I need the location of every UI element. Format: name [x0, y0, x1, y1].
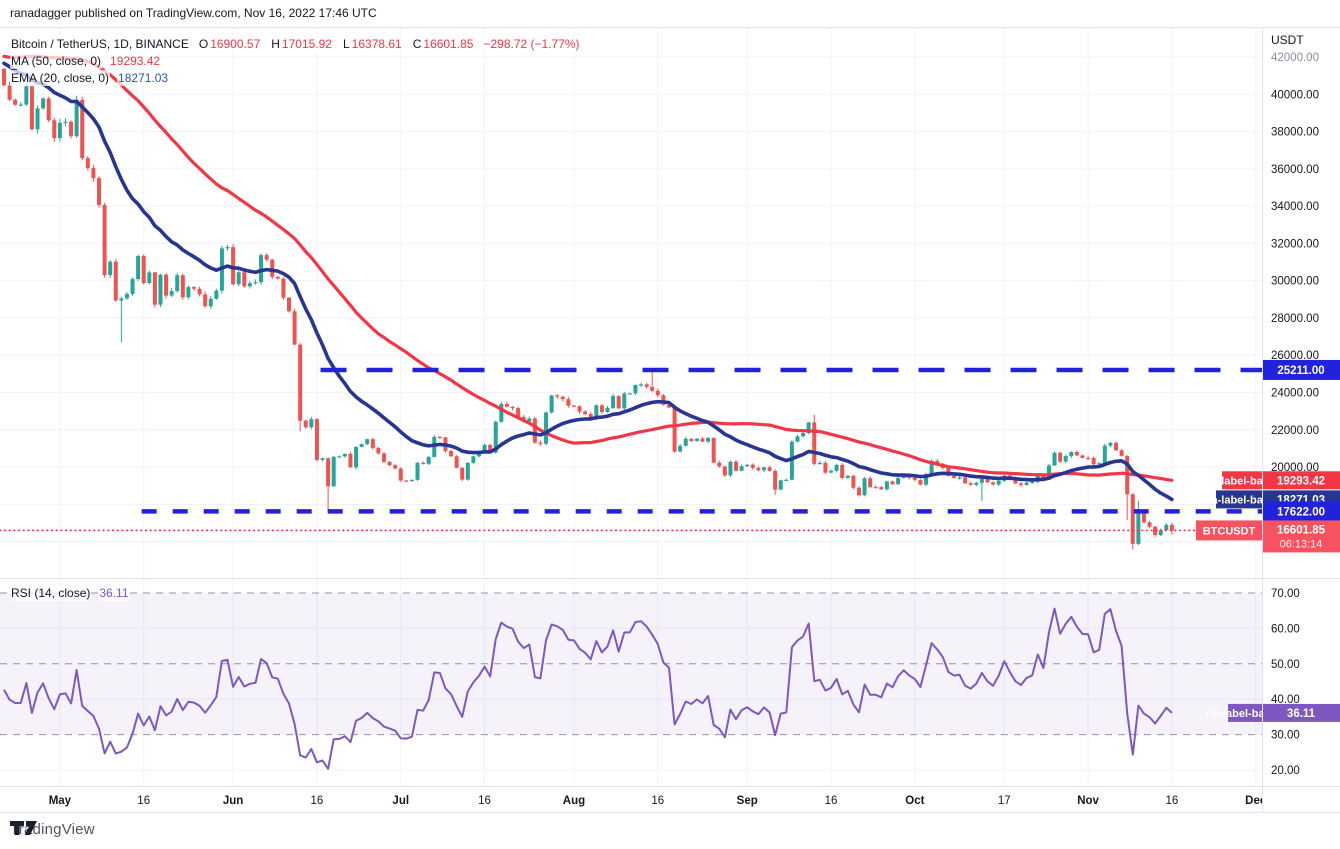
svg-text:20.00: 20.00	[1271, 765, 1300, 777]
svg-text:36000.00: 36000.00	[1271, 164, 1319, 176]
attribution-bar: ranadagger published on TradingView.com,…	[0, 0, 1340, 28]
svg-text:06:13:14: 06:13:14	[1280, 538, 1323, 550]
svg-text:25211.00: 25211.00	[1277, 365, 1324, 377]
svg-text:16: 16	[1165, 795, 1178, 807]
tradingview-logo[interactable]: TradingView	[10, 821, 95, 838]
svg-text:50.00: 50.00	[1271, 659, 1300, 671]
rsi-band	[0, 592, 1262, 736]
price-level-badge-lower	[1263, 501, 1340, 522]
svg-text:BTCUSDT: BTCUSDT	[1203, 525, 1256, 537]
ohlc-open: O 16900.57	[196, 36, 263, 52]
ema-legend-row: EMA (20, close, 0) 18271.03	[10, 70, 581, 86]
price-level-badge-upper	[1263, 359, 1340, 380]
symbol-legend: Bitcoin / TetherUS, 1D, BINANCE O 16900.5…	[10, 36, 581, 87]
last-price-badge	[1263, 520, 1340, 553]
ema-line	[2, 61, 1174, 502]
svg-text:40000.00: 40000.00	[1271, 89, 1319, 101]
svg-text:16: 16	[478, 795, 491, 807]
svg-text:24000.00: 24000.00	[1271, 388, 1319, 400]
undefined	[1222, 471, 1262, 490]
rsi-axis: 70.00 60.00 50.00 40.00 30.00 20.00	[1271, 588, 1300, 777]
pane-borders	[0, 28, 1340, 813]
svg-text:Dec: Dec	[1245, 795, 1267, 807]
svg-text:26000.00: 26000.00	[1271, 350, 1319, 362]
ma-value-badge	[1263, 471, 1340, 490]
svg-text:Oct: Oct	[905, 795, 924, 807]
svg-text:70.00: 70.00	[1271, 588, 1300, 600]
svg-text:16: 16	[825, 795, 838, 807]
time-axis: May 16 Jun 16 Jul 16 Aug 16 Sep 16 Oct 17 Nov 16 Dec	[49, 795, 1267, 807]
svg-text:30000.00: 30000.00	[1271, 276, 1319, 288]
ohlc-close: C 16601.85	[410, 36, 476, 52]
svg-text:30.00: 30.00	[1271, 730, 1300, 742]
ohlc-change: −298.72 (−1.77%)	[482, 36, 581, 52]
svg-text:40.00: 40.00	[1271, 694, 1300, 706]
svg-text:32000.00: 32000.00	[1271, 238, 1319, 250]
svg-text:May: May	[49, 795, 72, 807]
chart-grid	[0, 28, 1262, 786]
svg-text:28000.00: 28000.00	[1271, 313, 1319, 325]
ema-legend-label: EMA (20, close, 0)	[10, 70, 111, 86]
svg-text:20000.00: 20000.00	[1271, 462, 1319, 474]
price-level-lines	[141, 367, 1262, 514]
svg-text:Jun: Jun	[223, 795, 243, 807]
svg-text:Aug: Aug	[563, 795, 585, 807]
tradingview-logo-icon	[10, 821, 37, 835]
rsi-legend: RSI (14, close) 36.11	[10, 585, 130, 602]
ma-legend-label: MA (50, close, 0)	[10, 53, 103, 69]
svg-text:17: 17	[998, 795, 1011, 807]
rsi-value-badge	[1263, 703, 1340, 722]
svg-text:34000.00: 34000.00	[1271, 201, 1319, 213]
svg-text:ema-label-badge: ema-label-badge	[1196, 494, 1283, 506]
svg-text:Jul: Jul	[392, 795, 409, 807]
symbol-title: Bitcoin / TetherUS, 1D, BINANCE	[10, 36, 190, 52]
svg-text:19293.42: 19293.42	[1277, 475, 1325, 487]
rsi-line	[3, 607, 1173, 770]
ohlc-low: L 16378.61	[340, 36, 404, 52]
ma-legend-row: MA (50, close, 0) 19293.42	[10, 53, 581, 69]
attribution-text: ranadagger published on TradingView.com,…	[10, 6, 377, 20]
svg-text:60.00: 60.00	[1271, 623, 1300, 635]
symbol-label-badge	[1196, 520, 1262, 541]
svg-text:Nov: Nov	[1077, 795, 1099, 807]
svg-text:16601.85: 16601.85	[1277, 524, 1326, 536]
rsi-legend-label: RSI (14, close)	[10, 585, 92, 601]
ma-line	[2, 54, 1174, 482]
undefined	[1228, 703, 1262, 722]
svg-text:17622.00: 17622.00	[1277, 506, 1325, 518]
ma-legend-value: 19293.42	[109, 53, 162, 69]
rsi-legend-value: 36.11	[98, 585, 130, 601]
svg-text:16: 16	[137, 795, 150, 807]
svg-text:38000.00: 38000.00	[1271, 127, 1319, 139]
svg-text:USDT: USDT	[1271, 33, 1304, 47]
symbol-row: Bitcoin / TetherUS, 1D, BINANCE O 16900.5…	[10, 36, 581, 52]
svg-text:22000.00: 22000.00	[1271, 425, 1319, 437]
svg-text:ma-label-badge: ma-label-badge	[1202, 475, 1283, 487]
ema-legend-value: 18271.03	[117, 70, 170, 86]
price-axis: USDT 42000.00 40000.00 38000.00 36000.00 3400…	[1271, 33, 1319, 474]
svg-text:16: 16	[311, 795, 324, 807]
svg-text:36.11: 36.11	[1287, 708, 1316, 720]
svg-text:16: 16	[651, 795, 664, 807]
svg-text:Sep: Sep	[737, 795, 758, 807]
svg-text:42000.00: 42000.00	[1271, 52, 1319, 64]
undefined	[1216, 490, 1262, 509]
ohlc-high: H 17015.92	[269, 36, 334, 52]
